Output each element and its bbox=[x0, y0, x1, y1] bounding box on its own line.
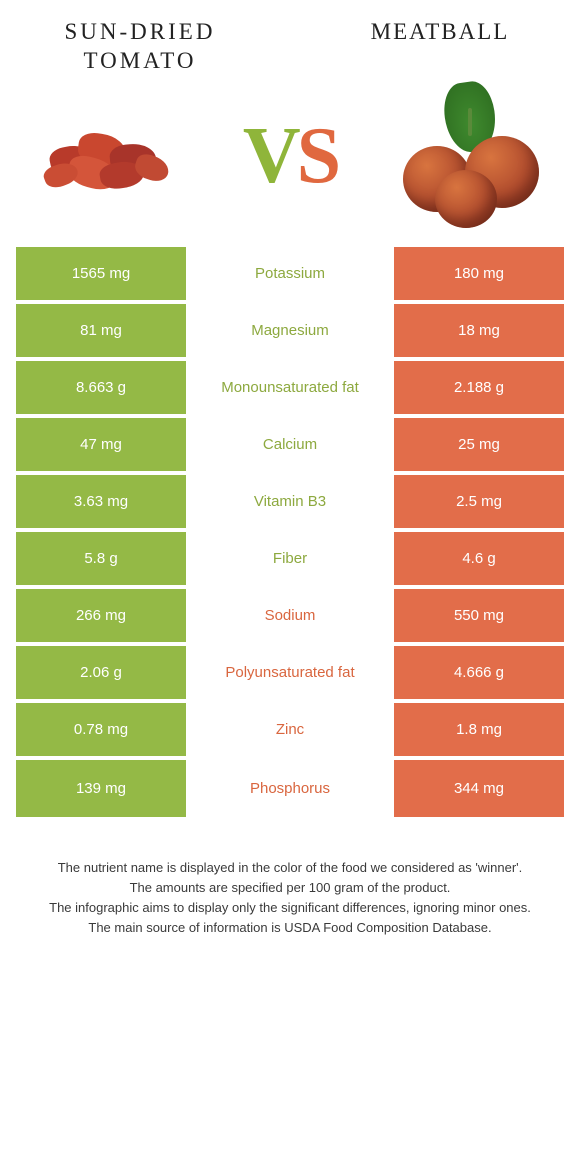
table-row: 139 mgPhosphorus344 mg bbox=[16, 760, 564, 817]
footer-notes: The nutrient name is displayed in the co… bbox=[0, 818, 580, 969]
vs-s: S bbox=[297, 112, 338, 200]
nutrient-label: Sodium bbox=[186, 589, 394, 642]
table-row: 0.78 mgZinc1.8 mg bbox=[16, 703, 564, 760]
table-row: 8.663 gMonounsaturated fat2.188 g bbox=[16, 361, 564, 418]
value-left: 8.663 g bbox=[16, 361, 186, 414]
vs-v: V bbox=[243, 112, 297, 200]
footer-line: The infographic aims to display only the… bbox=[30, 898, 550, 918]
table-row: 81 mgMagnesium18 mg bbox=[16, 304, 564, 361]
value-right: 4.6 g bbox=[394, 532, 564, 585]
nutrient-label: Vitamin B3 bbox=[186, 475, 394, 528]
value-right: 4.666 g bbox=[394, 646, 564, 699]
nutrient-table: 1565 mgPotassium180 mg81 mgMagnesium18 m… bbox=[15, 246, 565, 818]
value-right: 18 mg bbox=[394, 304, 564, 357]
nutrient-label: Monounsaturated fat bbox=[186, 361, 394, 414]
value-left: 47 mg bbox=[16, 418, 186, 471]
value-left: 3.63 mg bbox=[16, 475, 186, 528]
value-left: 5.8 g bbox=[16, 532, 186, 585]
table-row: 2.06 gPolyunsaturated fat4.666 g bbox=[16, 646, 564, 703]
value-right: 550 mg bbox=[394, 589, 564, 642]
food-title-right: Meatball bbox=[340, 18, 540, 76]
value-right: 1.8 mg bbox=[394, 703, 564, 756]
table-row: 266 mgSodium550 mg bbox=[16, 589, 564, 646]
table-row: 47 mgCalcium25 mg bbox=[16, 418, 564, 475]
nutrient-label: Polyunsaturated fat bbox=[186, 646, 394, 699]
nutrient-label: Fiber bbox=[186, 532, 394, 585]
value-left: 2.06 g bbox=[16, 646, 186, 699]
value-right: 180 mg bbox=[394, 247, 564, 300]
vs-label: VS bbox=[243, 116, 337, 196]
hero-row: VS bbox=[0, 86, 580, 246]
nutrient-label: Zinc bbox=[186, 703, 394, 756]
sun-dried-tomato-image bbox=[30, 86, 190, 226]
table-row: 1565 mgPotassium180 mg bbox=[16, 247, 564, 304]
value-left: 266 mg bbox=[16, 589, 186, 642]
value-right: 2.5 mg bbox=[394, 475, 564, 528]
meatball-image bbox=[390, 86, 550, 226]
value-left: 1565 mg bbox=[16, 247, 186, 300]
table-row: 5.8 gFiber4.6 g bbox=[16, 532, 564, 589]
nutrient-label: Calcium bbox=[186, 418, 394, 471]
value-left: 0.78 mg bbox=[16, 703, 186, 756]
value-right: 344 mg bbox=[394, 760, 564, 817]
footer-line: The amounts are specified per 100 gram o… bbox=[30, 878, 550, 898]
footer-line: The nutrient name is displayed in the co… bbox=[30, 858, 550, 878]
nutrient-label: Magnesium bbox=[186, 304, 394, 357]
value-right: 25 mg bbox=[394, 418, 564, 471]
food-title-left: Sun-dried tomato bbox=[40, 18, 240, 76]
header-row: Sun-dried tomato Meatball bbox=[0, 0, 580, 86]
value-right: 2.188 g bbox=[394, 361, 564, 414]
nutrient-label: Phosphorus bbox=[186, 760, 394, 817]
footer-line: The main source of information is USDA F… bbox=[30, 918, 550, 938]
table-row: 3.63 mgVitamin B32.5 mg bbox=[16, 475, 564, 532]
value-left: 81 mg bbox=[16, 304, 186, 357]
value-left: 139 mg bbox=[16, 760, 186, 817]
nutrient-label: Potassium bbox=[186, 247, 394, 300]
